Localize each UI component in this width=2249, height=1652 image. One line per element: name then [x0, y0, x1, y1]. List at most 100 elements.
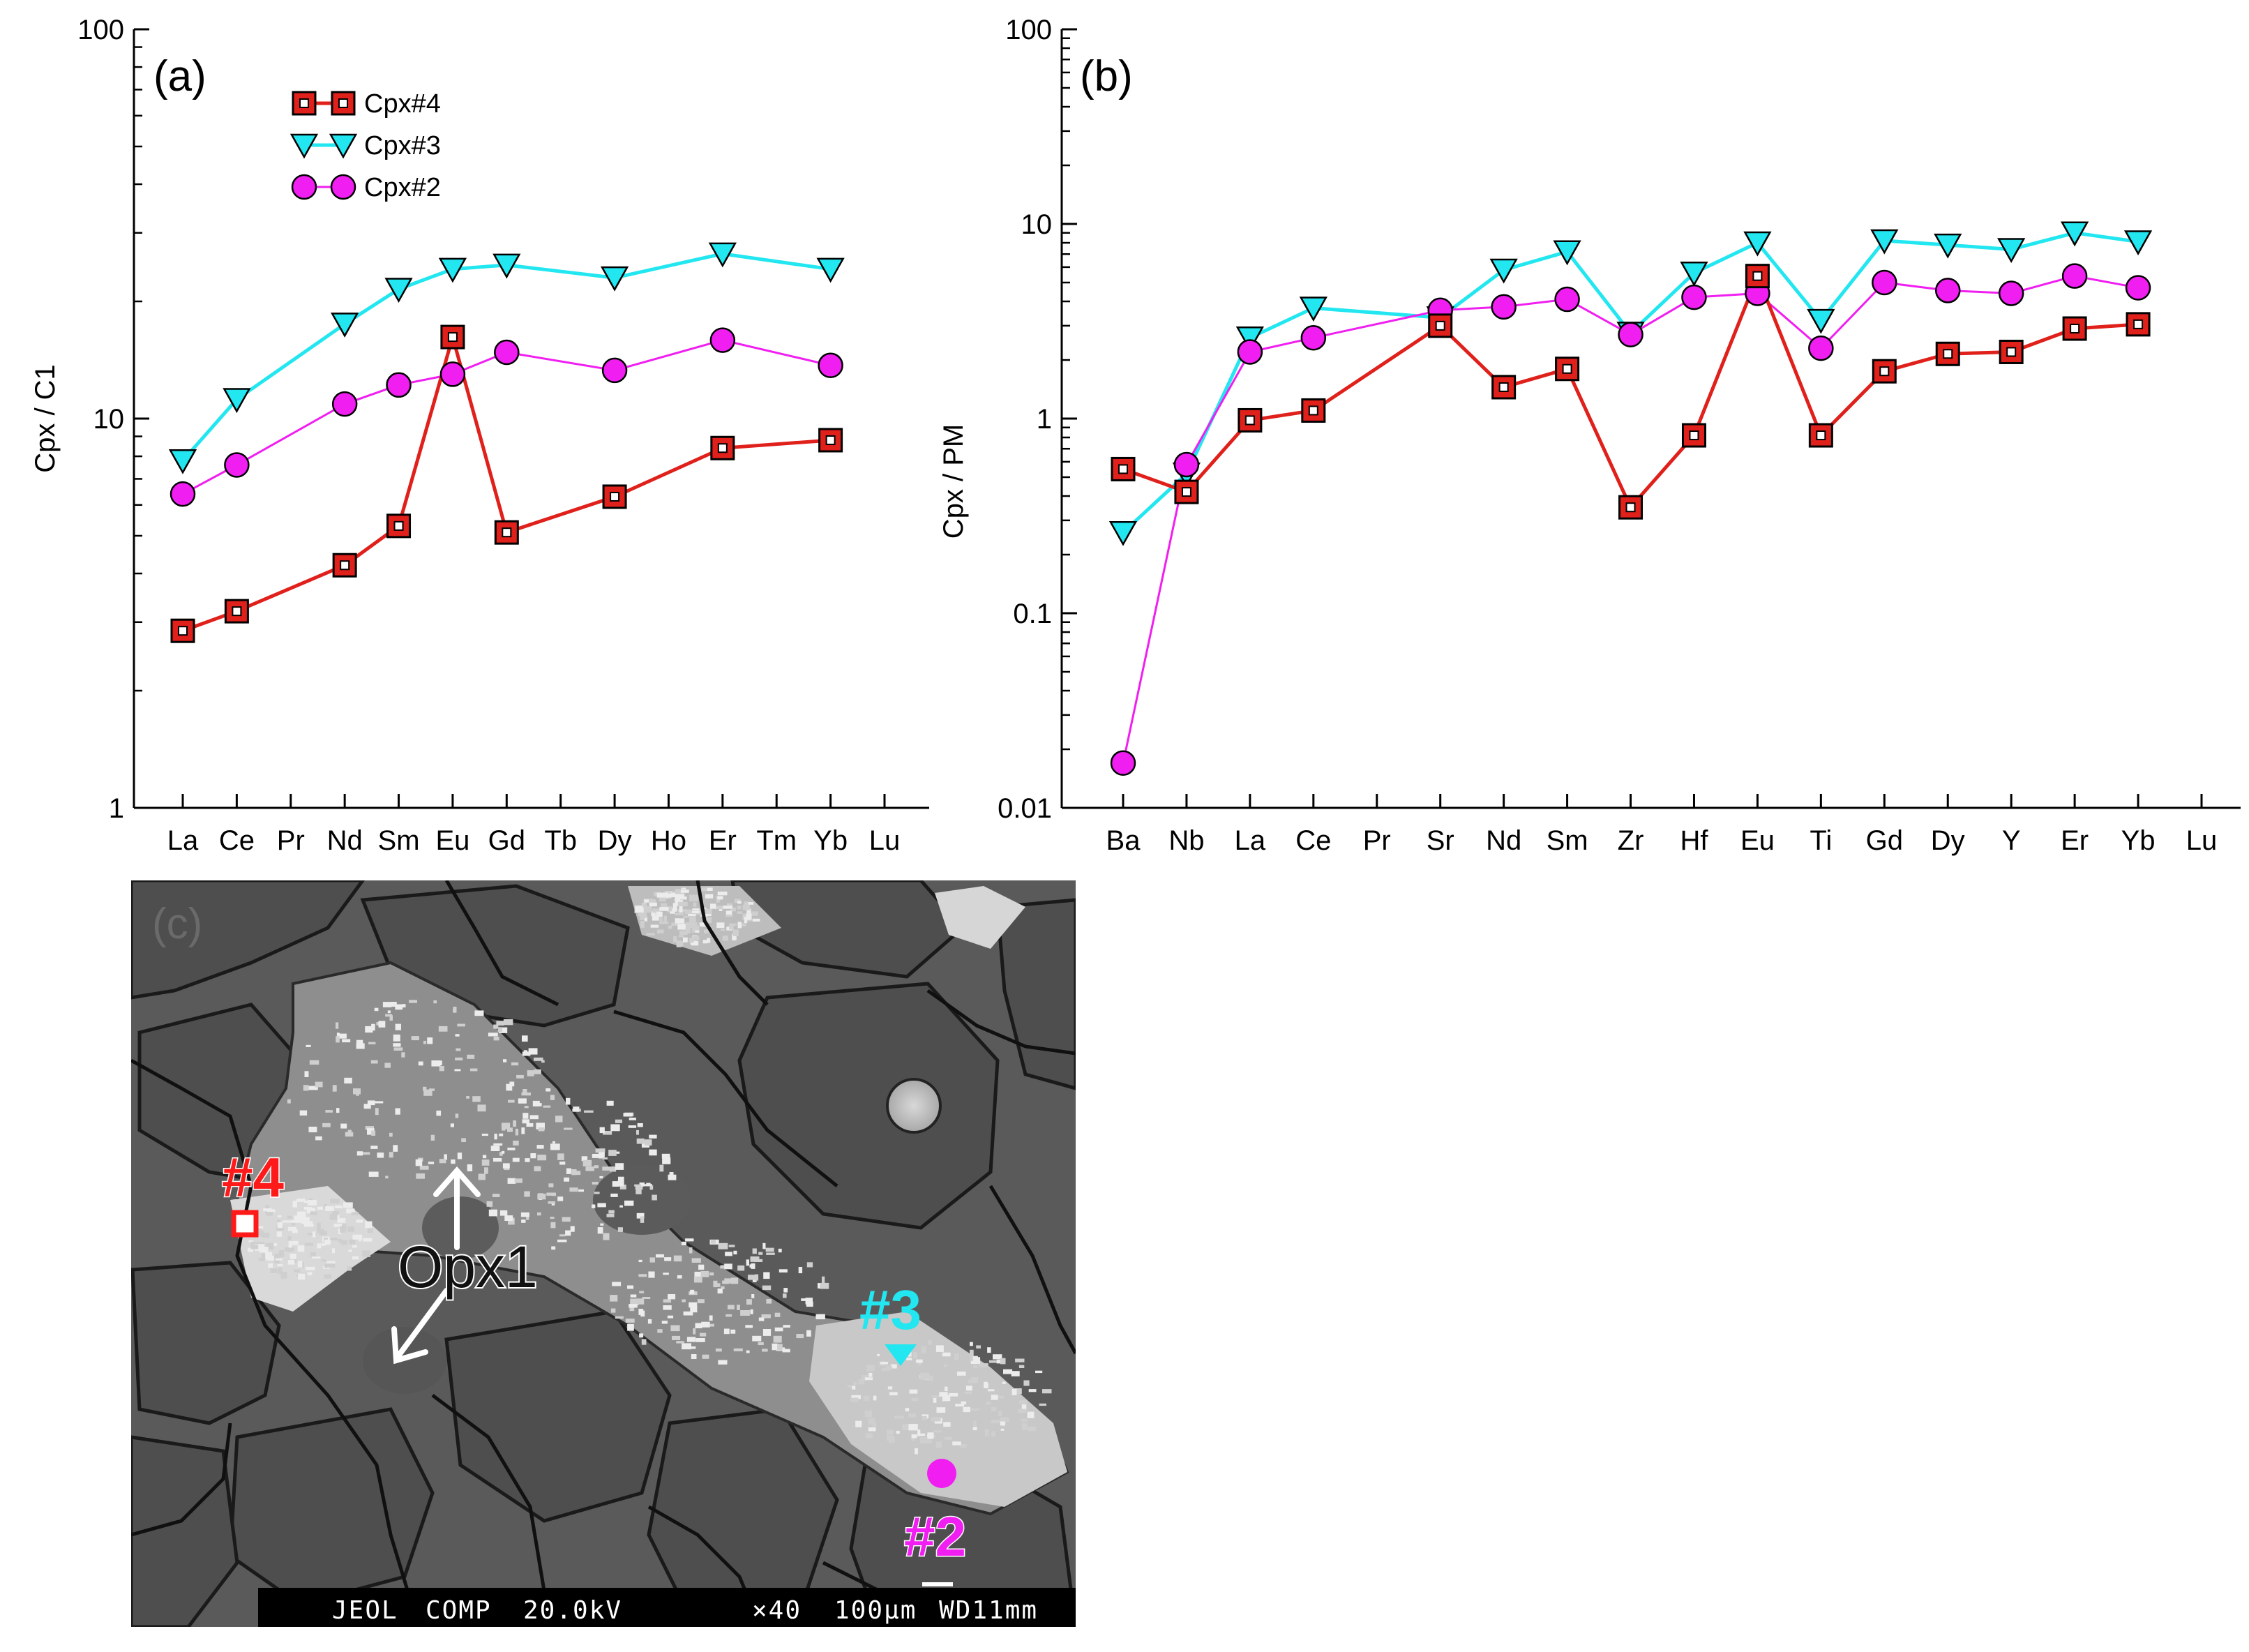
- speckle: [663, 915, 667, 922]
- sem-scale-bar: [258, 1588, 1076, 1627]
- speckle: [262, 1233, 270, 1238]
- speckle: [987, 1389, 995, 1392]
- speckle: [752, 1335, 762, 1342]
- spot-4-label: #4: [222, 1146, 284, 1208]
- data-point-cpx-2: [1237, 339, 1263, 365]
- speckle: [718, 1360, 728, 1365]
- speckle: [557, 1239, 567, 1242]
- speckle: [317, 1206, 323, 1210]
- speckle: [642, 903, 647, 908]
- speckle: [275, 1258, 283, 1261]
- speckle: [416, 1173, 425, 1179]
- speckle: [726, 903, 732, 907]
- speckle: [700, 922, 708, 927]
- speckle: [557, 1196, 564, 1201]
- speckle: [330, 1238, 338, 1241]
- data-point-cpx-4: [1935, 341, 1960, 366]
- speckle: [732, 929, 739, 936]
- speckle: [609, 1166, 617, 1172]
- x-tick-label: Tm: [756, 825, 797, 856]
- speckle: [507, 1127, 513, 1132]
- speckle: [389, 1015, 393, 1021]
- speckle: [744, 916, 748, 924]
- data-point-cpx-3: [1553, 240, 1581, 266]
- speckle: [481, 1134, 488, 1136]
- speckle: [457, 1152, 462, 1159]
- speckle: [497, 1027, 502, 1032]
- speckle: [304, 1242, 313, 1246]
- speckle: [702, 908, 712, 914]
- speckle: [597, 1227, 603, 1234]
- speckle: [367, 1100, 375, 1106]
- speckle: [502, 1150, 505, 1154]
- speckle: [315, 1081, 323, 1088]
- data-point-cpx-3: [1807, 308, 1835, 334]
- speckle: [847, 1385, 855, 1388]
- data-point-cpx-3: [331, 313, 359, 338]
- speckle: [532, 1100, 540, 1106]
- speckle: [672, 903, 677, 910]
- speckle: [704, 929, 709, 933]
- speckle: [943, 1364, 947, 1367]
- speckle: [411, 1036, 419, 1041]
- speckle: [265, 1205, 269, 1209]
- speckle: [385, 1176, 389, 1179]
- speckle: [248, 1240, 253, 1242]
- speckle: [1042, 1389, 1052, 1394]
- speckle: [516, 1074, 524, 1079]
- speckle: [566, 1168, 571, 1174]
- speckle: [717, 1289, 723, 1294]
- speckle: [1027, 1411, 1035, 1418]
- speckle: [273, 1243, 277, 1246]
- speckle: [636, 1138, 645, 1144]
- speckle: [402, 1004, 406, 1008]
- data-point-cpx-2: [1300, 324, 1327, 351]
- data-point-cpx-3: [1997, 238, 2026, 264]
- speckle: [279, 1250, 285, 1257]
- speckle: [694, 1271, 702, 1278]
- speckle: [308, 1127, 317, 1133]
- speckle: [916, 1359, 923, 1363]
- speckle: [772, 1343, 778, 1351]
- data-point-cpx-2: [494, 339, 520, 366]
- speckle: [650, 924, 659, 928]
- speckle: [820, 1282, 829, 1289]
- x-tick-label: Zr: [1618, 825, 1644, 856]
- speckle: [989, 1360, 999, 1363]
- speckle: [782, 1349, 790, 1353]
- speckle: [702, 908, 707, 910]
- speckle: [499, 1027, 508, 1033]
- speckle: [534, 1069, 541, 1074]
- x-tick-label: Ce: [219, 825, 255, 856]
- legend-label: Cpx#2: [364, 173, 441, 202]
- speckle: [652, 1194, 657, 1201]
- spot-2-label: #2: [904, 1505, 966, 1568]
- speckle: [453, 1009, 456, 1013]
- speckle: [393, 1043, 401, 1047]
- speckle: [943, 1422, 951, 1427]
- speckle: [488, 1032, 498, 1037]
- data-point-cpx-2: [439, 361, 466, 387]
- speckle: [671, 892, 679, 897]
- speckle: [656, 1254, 664, 1258]
- data-point-cpx-4: [494, 520, 519, 545]
- speckle: [1000, 1417, 1008, 1422]
- speckle: [564, 1127, 573, 1130]
- data-point-cpx-4: [710, 435, 735, 460]
- speckle: [370, 1146, 378, 1149]
- speckle: [508, 1217, 515, 1225]
- speckle: [915, 1448, 918, 1455]
- speckle: [345, 1132, 354, 1137]
- speckle: [945, 1386, 948, 1391]
- speckle: [363, 1238, 373, 1242]
- speckle: [550, 1143, 560, 1150]
- speckle: [656, 892, 666, 898]
- data-point-cpx-4: [1301, 398, 1326, 423]
- speckle: [651, 911, 656, 917]
- speckle: [481, 1159, 490, 1166]
- speckle: [661, 1321, 668, 1324]
- speckle: [285, 1247, 294, 1252]
- legend-marker: [291, 174, 317, 200]
- speckle: [353, 1088, 361, 1095]
- data-point-cpx-4: [440, 324, 465, 350]
